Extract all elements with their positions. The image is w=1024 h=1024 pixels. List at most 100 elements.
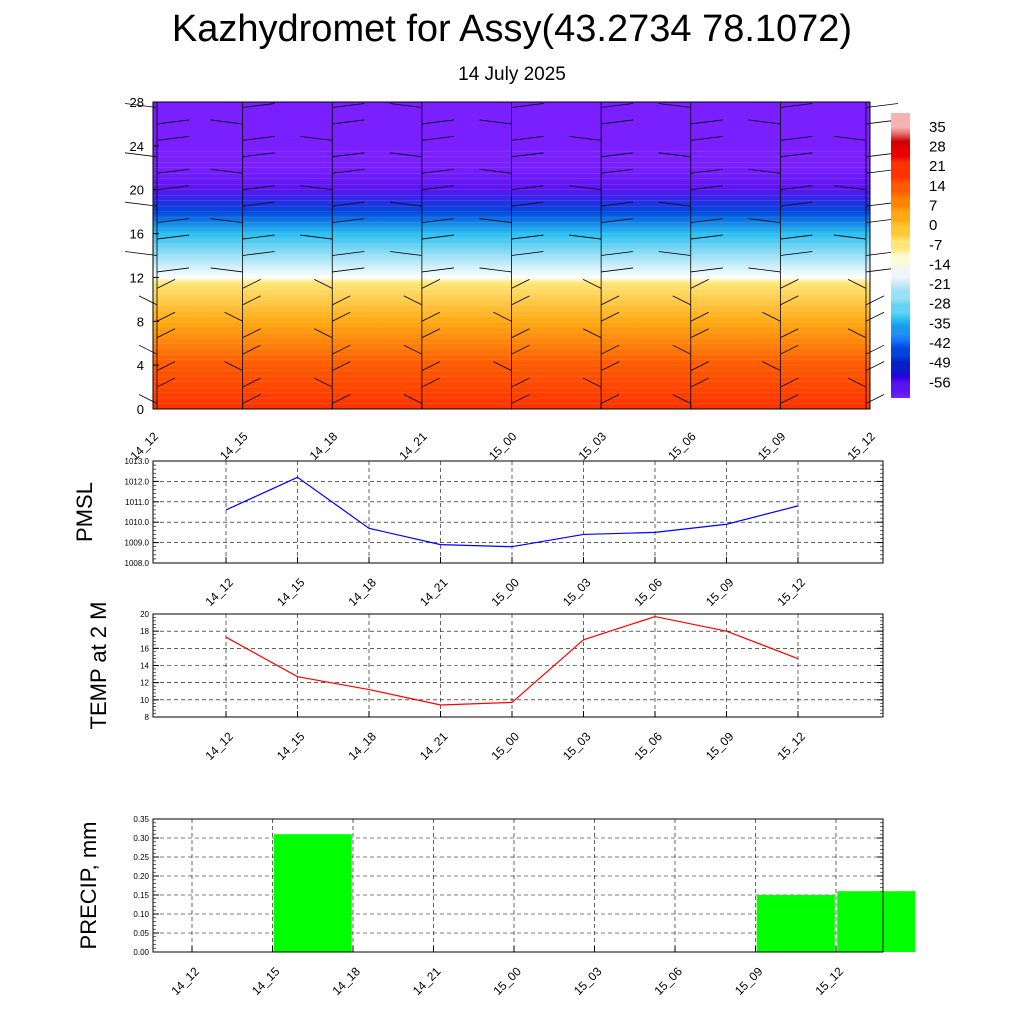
panel-frame bbox=[152, 460, 884, 564]
wind-barb bbox=[690, 267, 723, 273]
wind-barb bbox=[332, 295, 351, 306]
wind-barb bbox=[511, 152, 544, 158]
colorbar-label: -49 bbox=[929, 355, 951, 372]
panel-frame bbox=[152, 613, 884, 718]
wind-barb bbox=[658, 152, 691, 158]
wind-barb bbox=[833, 135, 867, 141]
wind-barb bbox=[421, 218, 454, 224]
wind-barb bbox=[569, 234, 602, 240]
x-tick-label: 15_06 bbox=[631, 575, 665, 609]
y-tick-label: 20 bbox=[140, 610, 149, 619]
wind-barb bbox=[403, 394, 423, 404]
y-tick-label: 1010.0 bbox=[125, 518, 150, 527]
wind-barb bbox=[690, 185, 723, 191]
wind-barb bbox=[479, 267, 512, 273]
wind-barb bbox=[156, 234, 190, 240]
wind-barb bbox=[332, 218, 365, 224]
y-tick-label: 1009.0 bbox=[125, 539, 150, 548]
colorbar: 35 28 21 14 7 0 -7 -14 -21 -28 -35 -42 -49 -56 bbox=[891, 113, 951, 398]
wind-barb bbox=[138, 295, 158, 306]
wind-barb bbox=[748, 267, 781, 273]
wind-barb bbox=[479, 168, 512, 174]
wind-barb bbox=[865, 103, 899, 108]
colorbar-label: 35 bbox=[929, 119, 946, 136]
heatmap-x-tick-label: 15_12 bbox=[844, 429, 878, 463]
wind-barb bbox=[156, 267, 190, 273]
heatmap-y-tick-label: 12 bbox=[130, 270, 144, 285]
wind-barb bbox=[242, 201, 275, 207]
wind-barb bbox=[658, 103, 691, 108]
precip-bar bbox=[837, 891, 916, 952]
wind-barb bbox=[300, 185, 333, 191]
x-tick-label: 15_12 bbox=[774, 575, 808, 609]
wind-barb bbox=[421, 119, 454, 125]
page-title: Kazhydromet for Assy(43.2734 78.1072) bbox=[171, 8, 853, 50]
y-axis-label: PMSL bbox=[72, 482, 97, 542]
wind-barb bbox=[690, 135, 723, 141]
wind-barb bbox=[569, 135, 602, 141]
x-tick-label: 14_12 bbox=[202, 729, 236, 763]
wind-barb bbox=[601, 218, 634, 224]
wind-barb bbox=[569, 185, 602, 191]
wind-barb bbox=[156, 135, 190, 141]
wind-barb bbox=[332, 201, 365, 207]
wind-barb bbox=[156, 168, 190, 174]
y-tick-label: 0.30 bbox=[133, 834, 149, 843]
wind-barb bbox=[601, 168, 634, 174]
heatmap-x-tick-label: 15_09 bbox=[755, 429, 789, 463]
temp-panel: 8 10 12 14 16 18 20 14_12 14_15 14_18 14_21 15_00 15… bbox=[86, 602, 884, 763]
wind-barb bbox=[780, 103, 813, 108]
wind-barb bbox=[847, 279, 867, 289]
y-tick-label: 12 bbox=[140, 679, 149, 688]
heatmap-y-tick-label: 0 bbox=[137, 402, 144, 417]
wind-barb bbox=[690, 311, 709, 322]
y-tick-label: 0.05 bbox=[133, 929, 149, 938]
wind-barb bbox=[600, 295, 620, 306]
colorbar-label: -35 bbox=[929, 315, 951, 332]
heatmap-y-tick-label: 8 bbox=[137, 314, 144, 329]
wind-barb bbox=[690, 168, 723, 174]
colorbar-label: -21 bbox=[929, 276, 951, 293]
colorbar-label: 0 bbox=[929, 217, 937, 234]
wind-barb bbox=[865, 311, 885, 322]
wind-barb bbox=[389, 103, 422, 108]
wind-barb bbox=[124, 201, 158, 207]
heatmap-y-tick-label: 24 bbox=[130, 139, 144, 154]
wind-barb bbox=[780, 377, 799, 388]
heatmap-x-tick-label: 14_18 bbox=[307, 429, 341, 463]
y-tick-label: 1008.0 bbox=[125, 559, 150, 568]
wind-barb bbox=[300, 135, 333, 141]
wind-barb bbox=[780, 251, 813, 256]
x-tick-label: 14_18 bbox=[345, 729, 379, 763]
wind-barb bbox=[865, 344, 885, 355]
wind-barb bbox=[601, 251, 634, 256]
wind-barb bbox=[156, 328, 176, 339]
x-tick-label: 14_18 bbox=[329, 964, 363, 998]
wind-barb bbox=[314, 377, 333, 388]
y-tick-label: 0.00 bbox=[133, 948, 149, 957]
wind-barb bbox=[300, 234, 333, 240]
wind-barb bbox=[493, 311, 512, 322]
wind-barb bbox=[156, 119, 190, 125]
wind-barb bbox=[511, 377, 530, 388]
wind-barb bbox=[511, 185, 544, 191]
wind-barb bbox=[582, 377, 602, 388]
wind-barb bbox=[242, 279, 261, 289]
x-tick-label: 14_21 bbox=[417, 575, 451, 609]
colorbar-label: -14 bbox=[929, 256, 951, 273]
y-axis-label: TEMP at 2 M bbox=[86, 602, 111, 730]
wind-barb bbox=[403, 344, 423, 355]
wind-barb bbox=[479, 218, 512, 224]
y-tick-label: 8 bbox=[145, 713, 150, 722]
x-tick-label: 15_00 bbox=[488, 729, 522, 763]
wind-barb bbox=[601, 201, 634, 207]
y-tick-label: 0.10 bbox=[133, 910, 149, 919]
y-tick-label: 0.15 bbox=[133, 891, 149, 900]
wind-barb bbox=[138, 344, 158, 355]
wind-barb bbox=[780, 185, 813, 191]
heatmap-x-tick-label: 14_21 bbox=[396, 429, 430, 463]
wind-barb bbox=[511, 103, 544, 108]
wind-barb bbox=[780, 152, 813, 158]
wind-barb bbox=[780, 135, 813, 141]
